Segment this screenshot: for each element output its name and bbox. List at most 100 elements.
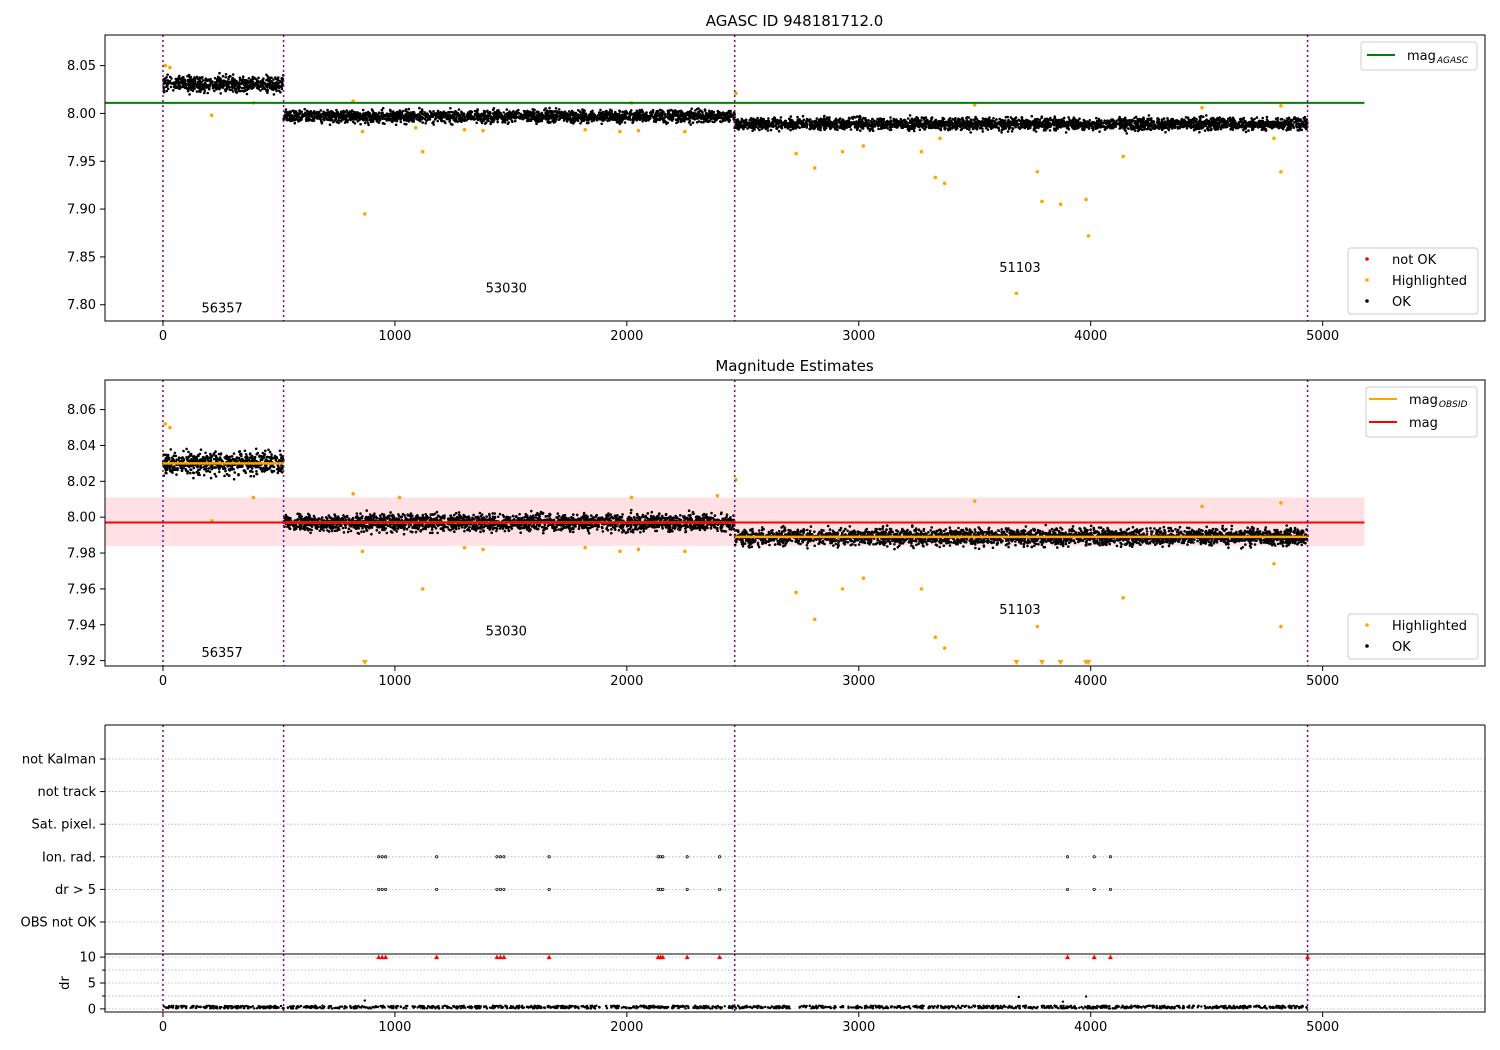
agasc-ok-point: [301, 114, 304, 117]
agasc-ok-point: [659, 113, 663, 117]
agasc-ok-point: [341, 118, 344, 121]
agasc-ok-point: [365, 119, 368, 122]
agasc-ok-point: [191, 89, 195, 93]
agasc-ok-point: [483, 109, 486, 113]
agasc-ok-point: [198, 78, 201, 82]
agasc-ok-point: [367, 112, 371, 116]
agasc-ok-point: [449, 106, 452, 110]
agasc-ok-point: [181, 81, 184, 84]
agasc-ok-point: [416, 117, 420, 120]
agasc-ok-point: [215, 86, 218, 90]
agasc-ok-point: [383, 117, 386, 120]
agasc-ok-point: [463, 115, 466, 118]
agasc-ok-point: [435, 115, 439, 119]
agasc-ok-point: [373, 117, 377, 120]
agasc-ok-point: [689, 109, 692, 113]
agasc-ok-point: [308, 112, 311, 115]
agasc-ok-point: [207, 78, 210, 81]
agasc-ok-point: [492, 108, 495, 111]
agasc-ok-point: [325, 117, 329, 121]
agasc-ok-point: [318, 114, 322, 117]
agasc-ok-point: [436, 119, 440, 123]
agasc-ok-point: [623, 121, 627, 124]
agasc-ok-point: [212, 83, 215, 86]
agasc-ok-point: [1067, 127, 1070, 131]
agasc-ok-point: [1095, 116, 1098, 120]
agasc-ok-point: [702, 114, 706, 118]
agasc-ok-point: [273, 84, 277, 88]
agasc-ok-point: [254, 81, 257, 85]
agasc-ok-point: [440, 116, 443, 120]
agasc-ok-point: [285, 113, 289, 117]
agasc-ok-point: [231, 90, 235, 93]
agasc-ok-point: [649, 117, 652, 120]
agasc-ok-point: [641, 110, 644, 113]
agasc-ok-point: [244, 81, 248, 85]
agasc-ok-point: [186, 89, 190, 93]
agasc-ok-point: [329, 118, 333, 121]
agasc-ok-point: [405, 122, 408, 126]
agasc-ok-point: [665, 122, 668, 126]
agasc-ok-point: [218, 71, 221, 75]
agasc-ok-point: [628, 114, 632, 118]
agasc-ok-point: [447, 110, 450, 114]
agasc-ok-point: [625, 110, 628, 113]
agasc-ok-point: [1053, 128, 1056, 132]
agasc-ok-point: [563, 117, 567, 120]
agasc-ok-point: [556, 111, 559, 115]
agasc-ok-point: [572, 117, 575, 121]
agasc-ok-point: [411, 114, 415, 118]
agasc-ok-point: [992, 117, 995, 120]
agasc-ok-point: [629, 118, 632, 122]
agasc-ok-point: [686, 113, 690, 117]
agasc-ok-point: [219, 92, 222, 95]
agasc-ok-point: [331, 110, 334, 114]
agasc-ok-point: [460, 120, 463, 123]
agasc-ok-point: [705, 114, 709, 118]
agasc-ok-point: [201, 75, 204, 79]
agasc-ok-point: [967, 116, 971, 119]
agasc-ok-point: [298, 109, 301, 112]
agasc-ok-point: [381, 113, 385, 117]
agasc-ok-point: [751, 129, 754, 132]
agasc-ok-point: [679, 111, 683, 115]
agasc-ok-point: [672, 111, 676, 115]
agasc-ok-point: [663, 113, 667, 117]
agasc-ok-point: [1261, 116, 1264, 120]
agasc-ok-point: [476, 108, 479, 111]
agasc-ok-point: [186, 80, 190, 83]
agasc-ok-point: [691, 117, 695, 120]
agasc-ok-point: [217, 78, 221, 82]
agasc-ok-point: [973, 118, 976, 122]
agasc-ok-point: [187, 82, 191, 86]
agasc-ok-point: [448, 120, 451, 123]
agasc-ok-point: [191, 81, 194, 85]
agasc-ok-point: [225, 84, 229, 87]
agasc-ok-point: [407, 120, 411, 123]
agasc-ok-point: [350, 109, 354, 112]
agasc-ok-point: [486, 119, 490, 122]
agasc-ok-point: [932, 120, 936, 124]
agasc-ok-point: [711, 120, 714, 124]
agasc-ok-point: [789, 115, 793, 118]
agasc-ok-point: [208, 87, 211, 91]
agasc-ok-point: [683, 112, 686, 116]
agasc-ok-point: [337, 121, 340, 125]
agasc-ok-point: [658, 118, 661, 122]
agasc-ok-point: [478, 118, 482, 121]
agasc-ok-point: [497, 109, 500, 112]
agasc-ok-point: [175, 85, 179, 89]
agasc-ok-point: [918, 128, 922, 132]
agasc-ok-point: [221, 74, 225, 78]
agasc-ok-point: [912, 129, 916, 133]
agasc-ok-point: [758, 128, 761, 132]
agasc-ok-point: [206, 85, 209, 88]
agasc-ok-point: [637, 116, 641, 120]
agasc-ok-point: [322, 117, 326, 121]
agasc-ok-point: [703, 109, 707, 112]
agasc-ok-point: [279, 85, 283, 88]
agasc-ok-point: [228, 86, 231, 89]
agasc-ok-point: [453, 119, 457, 123]
agasc-ok-point: [492, 117, 496, 121]
agasc-ok-point: [251, 75, 254, 79]
